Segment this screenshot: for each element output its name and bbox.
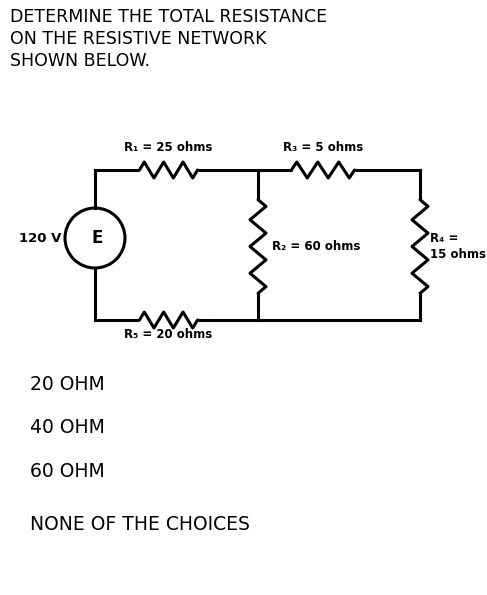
Text: NONE OF THE CHOICES: NONE OF THE CHOICES (30, 515, 250, 534)
Text: ON THE RESISTIVE NETWORK: ON THE RESISTIVE NETWORK (10, 30, 266, 48)
Text: E: E (92, 229, 103, 247)
Text: R₃ = 5 ohms: R₃ = 5 ohms (283, 141, 363, 154)
Text: DETERMINE THE TOTAL RESISTANCE: DETERMINE THE TOTAL RESISTANCE (10, 8, 327, 26)
Text: R₅ = 20 ohms: R₅ = 20 ohms (124, 328, 213, 341)
Text: R₂ = 60 ohms: R₂ = 60 ohms (272, 240, 360, 253)
Text: 120 V: 120 V (19, 231, 61, 245)
Text: SHOWN BELOW.: SHOWN BELOW. (10, 52, 150, 70)
Text: R₄ =
15 ohms: R₄ = 15 ohms (430, 233, 486, 261)
Text: 60 OHM: 60 OHM (30, 462, 105, 481)
Text: R₁ = 25 ohms: R₁ = 25 ohms (124, 141, 213, 154)
Text: 20 OHM: 20 OHM (30, 375, 105, 394)
Text: 40 OHM: 40 OHM (30, 418, 105, 437)
